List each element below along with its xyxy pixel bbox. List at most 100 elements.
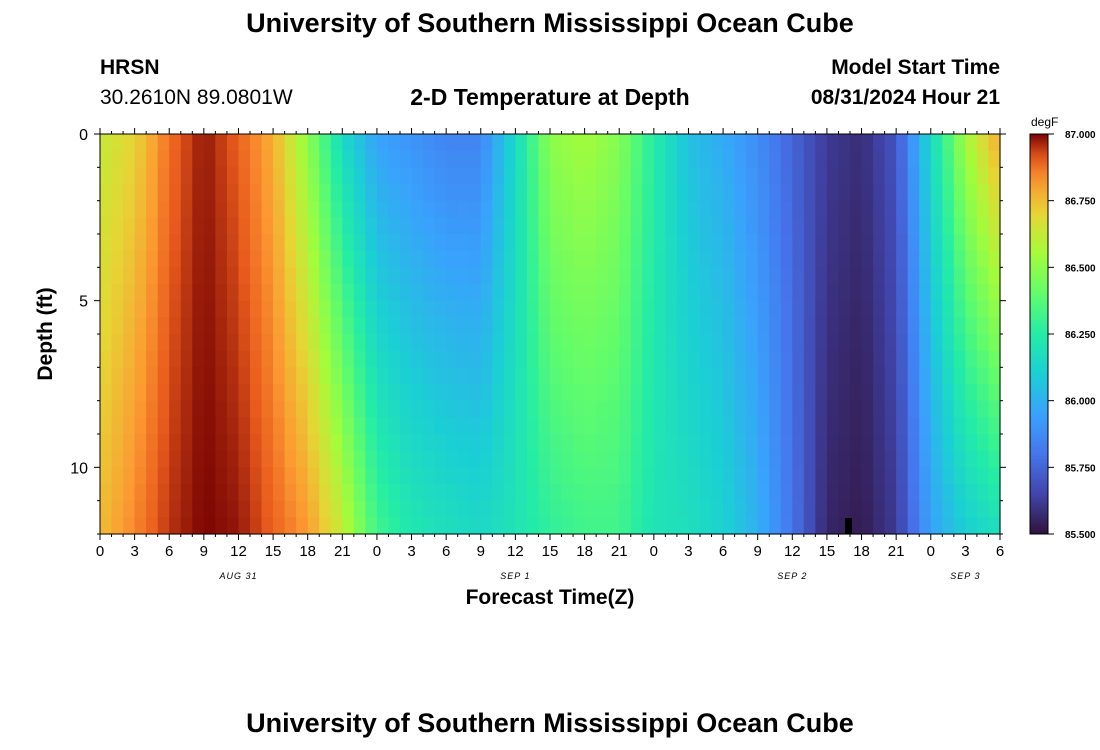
heatmap-cell [700, 350, 713, 368]
heatmap-cell [526, 317, 540, 335]
heatmap-cell [111, 434, 124, 452]
heatmap-cell [930, 217, 943, 235]
heatmap-cell [342, 284, 355, 302]
heatmap-cell [907, 317, 920, 335]
heatmap-cell [896, 184, 909, 202]
heatmap-cell [723, 284, 736, 302]
heatmap-cell [550, 234, 563, 252]
heatmap-cell [284, 484, 297, 502]
heatmap-cell [896, 434, 909, 452]
x-tick-label: 9 [477, 543, 485, 560]
heatmap-cell [261, 167, 274, 185]
heatmap-cell [930, 167, 943, 185]
heatmap-cell [723, 467, 736, 485]
heatmap-cell [596, 417, 609, 435]
heatmap-cell [561, 384, 574, 402]
heatmap-cell [873, 267, 886, 285]
heatmap-cell [780, 350, 793, 368]
heatmap-cell [526, 434, 540, 452]
heatmap-cell [769, 317, 782, 335]
heatmap-cell [123, 200, 136, 218]
heatmap-cell [330, 517, 343, 535]
heatmap-cell [884, 450, 897, 468]
heatmap-cell [803, 450, 816, 468]
heatmap-cell [111, 467, 124, 485]
heatmap-cell [284, 384, 297, 402]
heatmap-cell [376, 334, 390, 352]
heatmap-cell [815, 217, 828, 235]
heatmap-cell [919, 217, 932, 235]
heatmap-cell [400, 134, 413, 152]
heatmap-cell [492, 450, 505, 468]
heatmap-cell [342, 367, 355, 385]
heatmap-cell [930, 284, 943, 302]
heatmap-cell [157, 400, 170, 418]
heatmap-cell [261, 384, 274, 402]
heatmap-cell [515, 434, 528, 452]
heatmap-cell [180, 300, 193, 318]
heatmap-cell [596, 400, 609, 418]
heatmap-cell [250, 317, 263, 335]
heatmap-cell [307, 267, 320, 285]
heatmap-cell [653, 234, 666, 252]
heatmap-cell [388, 200, 401, 218]
heatmap-cell [526, 184, 540, 202]
heatmap-cell [261, 284, 274, 302]
heatmap-cell [457, 434, 470, 452]
heatmap-cell [100, 484, 113, 502]
heatmap-cell [203, 300, 216, 318]
heatmap-cell [803, 434, 816, 452]
heatmap-cell [596, 167, 609, 185]
heatmap-cell [157, 284, 170, 302]
heatmap-cell [723, 200, 736, 218]
heatmap-cell [261, 434, 274, 452]
heatmap-cell [273, 284, 286, 302]
heatmap-cell [642, 367, 655, 385]
heatmap-cell [526, 200, 540, 218]
heatmap-cell [861, 367, 874, 385]
x-tick-label: 6 [165, 543, 173, 560]
heatmap-cell [561, 234, 574, 252]
heatmap-cell [803, 267, 816, 285]
heatmap-cell [411, 317, 424, 335]
heatmap-cell [919, 367, 932, 385]
heatmap-cell [757, 484, 770, 502]
heatmap-cell [896, 134, 909, 152]
heatmap-cell [492, 334, 505, 352]
heatmap-cell [203, 417, 216, 435]
heatmap-cell [676, 484, 690, 502]
heatmap-cell [492, 500, 505, 518]
heatmap-cell [930, 367, 943, 385]
heatmap-cell [180, 200, 193, 218]
heatmap-cell [307, 417, 320, 435]
heatmap-cell [838, 350, 851, 368]
heatmap-cell [653, 434, 666, 452]
heatmap-cell [953, 284, 966, 302]
heatmap-cell [884, 234, 897, 252]
heatmap-cell [203, 200, 216, 218]
heatmap-cell [169, 300, 182, 318]
heatmap-cell [607, 267, 620, 285]
heatmap-cell [619, 150, 632, 168]
heatmap-cell [492, 284, 505, 302]
heatmap-cell [907, 400, 920, 418]
heatmap-cell [388, 384, 401, 402]
heatmap-cell [388, 417, 401, 435]
heatmap-cell [261, 300, 274, 318]
heatmap-cell [584, 484, 597, 502]
heatmap-cell [515, 250, 528, 268]
heatmap-cell [665, 450, 678, 468]
heatmap-cell [492, 234, 505, 252]
colorbar-ticks: 87.00086.75086.50086.25086.00085.75085.5… [1048, 130, 1096, 541]
heatmap-cell [896, 500, 909, 518]
heatmap-cell [434, 467, 447, 485]
heatmap-cell [169, 267, 182, 285]
heatmap-cell [803, 184, 816, 202]
heatmap-cell [238, 267, 251, 285]
heatmap-cell [930, 384, 943, 402]
heatmap-cell [538, 167, 551, 185]
heatmap-cell [642, 334, 655, 352]
heatmap-cells [100, 134, 1001, 535]
heatmap-cell [746, 417, 759, 435]
heatmap-cell [250, 184, 263, 202]
